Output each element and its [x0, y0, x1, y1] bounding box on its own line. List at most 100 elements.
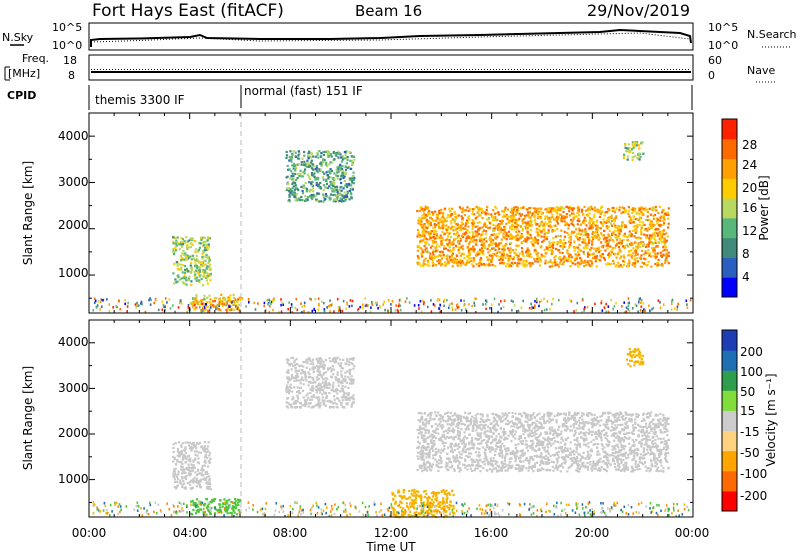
- data-cell-3: [445, 257, 448, 260]
- data-cell-3: [418, 209, 421, 212]
- near-range-cell: [676, 308, 678, 311]
- data-cell-3: [576, 223, 579, 226]
- data-cell-3: [583, 216, 586, 219]
- data-cell-2: [311, 377, 314, 380]
- data-cell-2: [304, 163, 307, 166]
- data-cell-3: [437, 448, 440, 451]
- data-cell-2: [353, 155, 356, 158]
- data-cell-0: [189, 264, 192, 267]
- data-cell-0: [188, 275, 191, 278]
- data-cell-2: [343, 171, 347, 174]
- data-cell-3: [457, 240, 460, 243]
- data-cell-3: [482, 262, 486, 266]
- data-cell-3: [528, 210, 531, 213]
- data-cell-3: [554, 254, 558, 258]
- data-cell-3: [638, 236, 641, 239]
- data-cell-0: [196, 266, 199, 269]
- data-cell-3: [472, 245, 475, 248]
- data-cell-3: [560, 229, 563, 232]
- data-cell-0: [208, 485, 211, 488]
- data-cell-0: [172, 446, 175, 449]
- data-cell-3: [576, 465, 579, 468]
- data-cell-2: [314, 194, 317, 197]
- data-cell-3: [421, 214, 424, 217]
- data-cell-3: [618, 232, 621, 235]
- data-cell-2: [303, 399, 306, 402]
- data-cell-3: [544, 262, 547, 265]
- data-cell-0: [208, 481, 211, 484]
- data-cell-3: [597, 250, 601, 253]
- near-range-cell: [464, 308, 467, 311]
- data-cell-1: [213, 297, 216, 300]
- data-cell-0: [207, 261, 210, 264]
- data-cell-0: [175, 249, 178, 252]
- data-cell-2: [329, 193, 333, 196]
- data-cell-0: [175, 475, 179, 478]
- data-cell-3: [459, 239, 462, 242]
- data-cell-3: [564, 242, 567, 245]
- data-cell-3: [539, 256, 542, 259]
- data-cell-2: [343, 191, 346, 194]
- near-range-cell: [451, 302, 453, 305]
- data-cell-3: [426, 220, 429, 223]
- data-cell-3: [459, 258, 462, 261]
- data-cell-3: [582, 213, 585, 216]
- data-cell-3: [456, 236, 459, 239]
- data-cell-0: [180, 450, 183, 453]
- data-cell-0: [205, 479, 208, 482]
- data-cell-3: [605, 210, 608, 213]
- data-cell-0: [201, 250, 205, 253]
- data-cell-3: [446, 423, 449, 426]
- data-cell-3: [560, 206, 563, 209]
- data-cell-3: [577, 251, 580, 254]
- data-cell-3: [454, 244, 457, 247]
- data-cell-0: [205, 248, 208, 251]
- near-range-cell: [364, 304, 367, 308]
- data-cell-2: [346, 360, 349, 363]
- near-range-cell: [280, 303, 282, 307]
- data-cell-2: [307, 163, 310, 166]
- data-cell-3: [525, 259, 528, 262]
- data-cell-2: [309, 381, 312, 384]
- data-cell-3: [636, 248, 639, 251]
- data-cell-3: [575, 228, 578, 231]
- data-cell-3: [656, 222, 659, 225]
- data-cell-3: [523, 216, 526, 219]
- data-cell-3: [481, 216, 484, 220]
- near-range-cell: [397, 310, 399, 313]
- data-cell-3: [591, 260, 594, 263]
- data-cell-2: [290, 170, 293, 173]
- data-cell-3: [605, 461, 608, 465]
- data-cell-2: [292, 181, 295, 184]
- data-cell-3: [481, 249, 484, 253]
- data-cell-3: [628, 221, 631, 224]
- data-cell-0: [206, 472, 209, 475]
- data-cell-2: [344, 154, 347, 157]
- data-cell-3: [490, 243, 493, 246]
- data-cell-3: [633, 265, 636, 268]
- data-cell-2: [349, 167, 352, 170]
- data-cell-2: [345, 398, 349, 401]
- data-cell-3: [661, 241, 664, 244]
- data-cell-3: [588, 265, 592, 268]
- data-cell-0: [196, 258, 199, 261]
- data-cell-3: [459, 207, 462, 210]
- data-cell-3: [595, 230, 599, 233]
- data-cell-3: [592, 223, 595, 226]
- data-cell-3: [469, 235, 472, 238]
- data-cell-3: [422, 239, 425, 242]
- near-range-cell: [474, 297, 476, 300]
- data-cell-2: [312, 387, 315, 390]
- power-ytick-3000: 3000: [58, 175, 89, 189]
- data-cell-3: [510, 242, 513, 245]
- data-cell-1: [198, 300, 201, 303]
- data-cell-2: [309, 391, 312, 394]
- data-cell-0: [191, 486, 194, 489]
- near-range-cell: [338, 306, 341, 309]
- data-cell-3: [483, 224, 486, 227]
- data-cell-3: [570, 256, 573, 259]
- data-cell-2: [327, 177, 330, 180]
- data-cell-0: [184, 471, 187, 474]
- colorbar-swatch: [722, 277, 737, 298]
- data-cell-0: [188, 239, 191, 242]
